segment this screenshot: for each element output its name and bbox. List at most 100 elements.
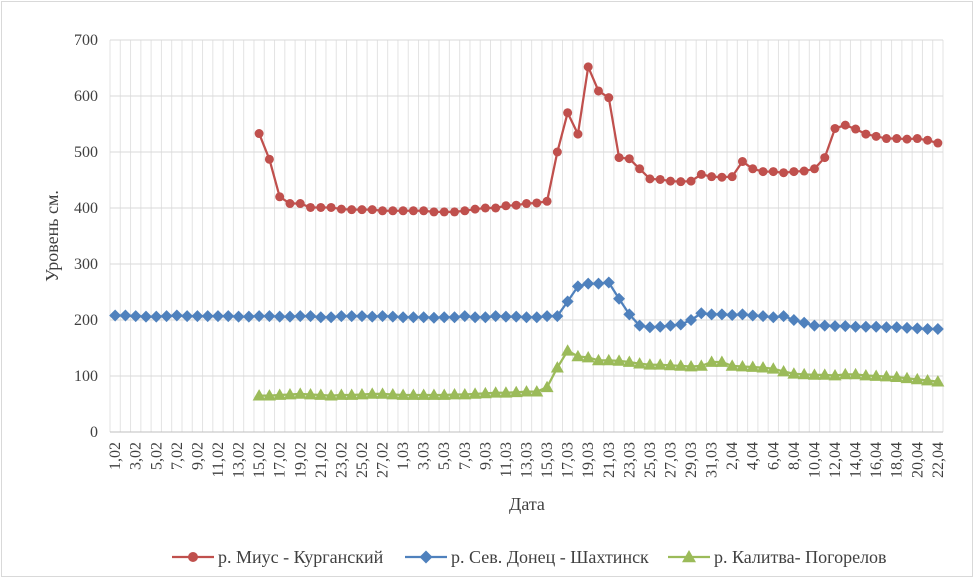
series-3	[252, 344, 945, 401]
data-point	[201, 310, 214, 323]
data-point	[902, 134, 912, 144]
data-point	[479, 311, 492, 324]
x-tick-label: 5,02	[148, 442, 165, 470]
data-point	[624, 154, 634, 164]
x-tick-label: 4,04	[745, 442, 762, 470]
data-point	[396, 388, 410, 400]
data-point	[828, 368, 842, 381]
data-point	[450, 207, 460, 217]
data-point	[696, 169, 706, 179]
data-point	[807, 368, 821, 380]
data-point	[653, 358, 667, 370]
data-point	[767, 311, 780, 324]
data-point	[849, 367, 863, 380]
x-tick-label: 11,02	[210, 442, 227, 477]
data-point	[900, 371, 914, 384]
data-point	[427, 311, 440, 324]
data-point	[808, 319, 821, 332]
data-point	[573, 129, 583, 139]
x-tick-label: 25,02	[354, 442, 371, 478]
data-point	[542, 196, 552, 206]
data-point	[427, 388, 441, 400]
data-point	[563, 108, 573, 118]
data-point	[326, 202, 336, 212]
data-point	[188, 552, 198, 562]
x-tick-label: 9,03	[477, 442, 494, 470]
data-point	[921, 373, 935, 386]
x-tick-label: 2,04	[724, 442, 741, 470]
data-point	[264, 154, 274, 164]
data-point	[489, 386, 503, 398]
data-point	[674, 359, 688, 371]
legend-item-2: р. Сев. Донец - Шахтинск	[405, 547, 649, 567]
data-point	[737, 157, 747, 167]
data-point	[439, 207, 449, 217]
data-point	[242, 310, 255, 323]
x-tick-label: 6,04	[765, 442, 782, 470]
x-tick-label: 5,03	[436, 442, 453, 470]
data-point	[635, 164, 645, 174]
data-point	[758, 167, 768, 177]
data-point	[830, 123, 840, 133]
data-point	[768, 167, 778, 177]
x-tick-label: 9,02	[189, 442, 206, 470]
data-point	[871, 131, 881, 141]
x-tick-label: 18,04	[889, 442, 906, 478]
legend: р. Миус - Курганский р. Сев. Донец - Шахт…	[172, 547, 887, 567]
series-2	[109, 276, 944, 335]
data-point	[355, 310, 368, 323]
data-point	[398, 206, 408, 216]
data-point	[345, 388, 359, 400]
y-tick-label: 100	[74, 368, 98, 385]
x-tick-label: 19,03	[580, 442, 597, 478]
data-point	[676, 177, 686, 187]
data-point	[593, 86, 603, 96]
data-point	[470, 204, 480, 214]
data-point	[316, 202, 326, 212]
x-tick-label: 17,03	[560, 442, 577, 478]
data-point	[748, 164, 758, 174]
data-point	[499, 310, 512, 323]
y-tick-label: 300	[74, 256, 98, 273]
data-point	[252, 389, 266, 401]
data-point	[561, 295, 574, 308]
data-point	[406, 388, 420, 400]
x-tick-label: 25,03	[642, 442, 659, 478]
data-point	[725, 359, 739, 371]
data-point	[861, 129, 871, 139]
data-point	[345, 310, 358, 323]
data-point	[715, 308, 728, 321]
x-tick-label: 13,03	[519, 442, 536, 478]
data-point	[643, 321, 656, 334]
data-point	[890, 370, 904, 382]
data-point	[779, 168, 789, 178]
x-tick-label: 10,04	[806, 442, 823, 478]
data-point	[334, 388, 348, 400]
grid	[109, 39, 944, 433]
data-point	[682, 550, 696, 563]
data-point	[480, 203, 490, 213]
data-point	[869, 369, 883, 381]
data-point	[643, 358, 657, 370]
data-point	[501, 201, 511, 211]
data-point	[551, 310, 564, 323]
x-tick-label: 19,02	[292, 442, 309, 478]
data-point	[376, 310, 389, 323]
data-point	[818, 368, 832, 380]
data-point	[880, 321, 893, 334]
data-point	[726, 308, 739, 321]
data-point	[530, 311, 543, 324]
data-point	[376, 387, 390, 399]
x-tick-label: 22,04	[930, 442, 947, 478]
data-point	[181, 310, 194, 323]
x-tick-label: 16,04	[868, 442, 885, 478]
data-point	[727, 172, 737, 182]
data-point	[160, 310, 173, 323]
x-tick-label: 21,03	[601, 442, 618, 478]
data-point	[419, 550, 433, 564]
data-point	[901, 321, 914, 334]
data-point	[419, 206, 429, 216]
data-point	[306, 202, 316, 212]
data-point	[273, 388, 287, 400]
